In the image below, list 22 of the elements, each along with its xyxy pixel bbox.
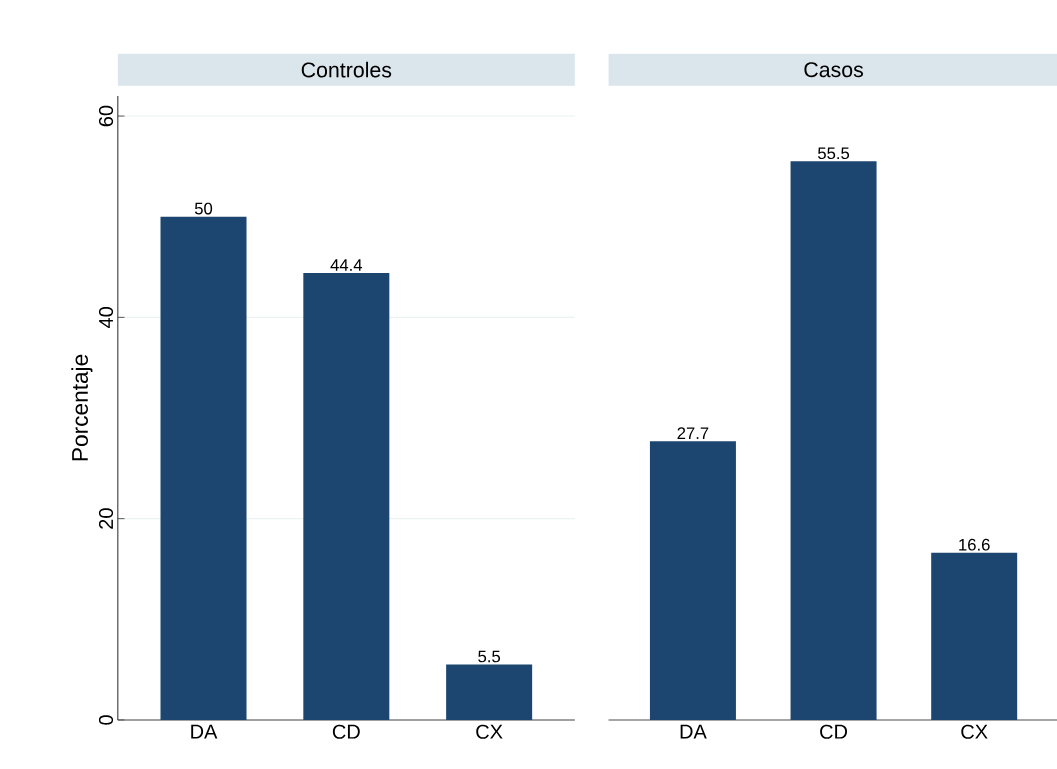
chart-title: Controles — [301, 61, 392, 78]
data-label: 55.5 — [818, 147, 850, 160]
bar — [160, 216, 247, 720]
data-label: 27.7 — [677, 427, 709, 439]
x-tick-label: DA — [191, 724, 218, 739]
y-tick-label: 0 — [98, 715, 114, 725]
bar — [446, 664, 533, 720]
data-label: 16.6 — [959, 538, 990, 551]
x-tick-label: CD — [332, 724, 360, 739]
data-label: 50 — [194, 202, 213, 215]
data-label: 44.4 — [330, 259, 363, 271]
x-tick-label: DA — [680, 724, 707, 739]
chart-title: Casos — [804, 62, 864, 78]
x-tick-label: CX — [961, 724, 988, 739]
bar — [303, 273, 390, 720]
y-tick-label: 60 — [98, 105, 114, 127]
y-tick-label: 20 — [98, 508, 114, 529]
y-axis-title: Porcentaje — [71, 354, 93, 461]
y-tick-label: 40 — [98, 307, 114, 329]
data-label: 5.5 — [478, 650, 501, 663]
x-tick-label: CD — [820, 724, 848, 739]
x-tick-label: CX — [476, 724, 503, 739]
